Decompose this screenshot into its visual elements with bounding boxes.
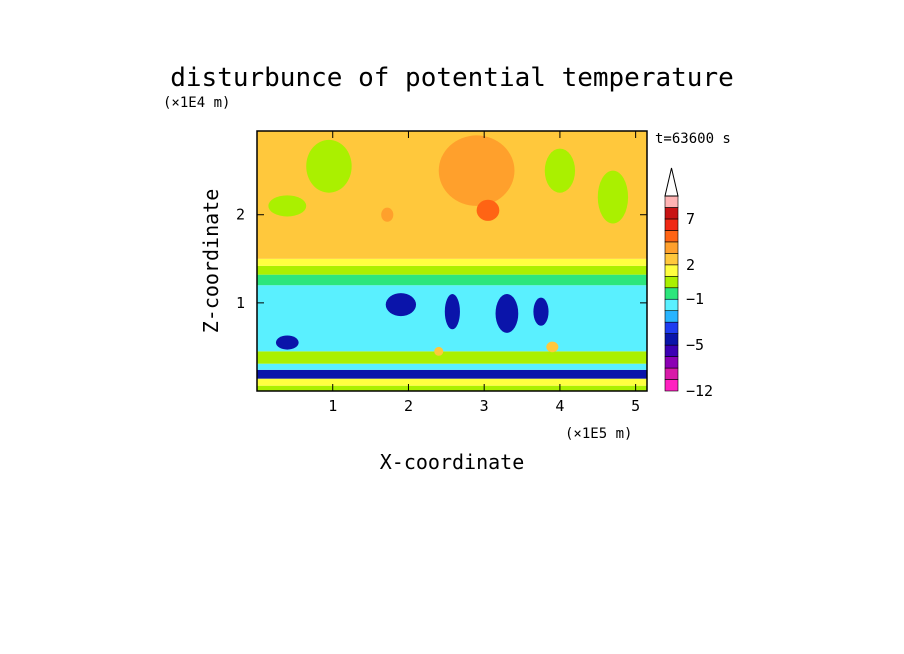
x-tick-label-3: 4 — [555, 397, 564, 415]
contour-cell-9 — [381, 207, 394, 222]
y-tick-label-1: 2 — [236, 206, 245, 224]
contour-cell-4 — [275, 335, 299, 350]
contour-band-8 — [257, 258, 647, 266]
contour-band-6 — [257, 274, 647, 286]
colorbar-label-1: −5 — [686, 336, 704, 354]
contour-cell-6 — [306, 139, 352, 193]
colorbar-swatch-2 — [664, 356, 679, 369]
colorbar-swatch-9 — [664, 275, 679, 289]
chart-title: disturbunce of potential temperature — [170, 63, 734, 93]
colorbar-swatch-4 — [664, 333, 679, 346]
colorbar-swatch-1 — [664, 367, 679, 380]
x-axis-label: X-coordinate — [380, 450, 525, 474]
x-tick-label-4: 5 — [631, 397, 640, 415]
x-scale-label: (×1E5 m) — [565, 426, 632, 442]
contour-cell-1 — [444, 294, 460, 330]
contour-band-0 — [257, 385, 647, 391]
colorbar-label-3: 2 — [686, 256, 695, 274]
y-scale-label: (×1E4 m) — [163, 95, 230, 111]
colorbar-swatch-5 — [664, 321, 679, 334]
colorbar: −12−5−127 — [664, 167, 713, 400]
contour-cell-8 — [476, 199, 500, 221]
contour-cell-13 — [434, 346, 444, 356]
plot-frame — [256, 130, 648, 392]
contour-cell-12 — [546, 341, 559, 353]
colorbar-swatch-13 — [664, 230, 679, 243]
x-tick-label-1: 2 — [404, 397, 413, 415]
contour-cell-7 — [438, 135, 515, 206]
contour-band-2 — [257, 369, 647, 379]
colorbar-swatch-8 — [664, 287, 679, 300]
contour-cell-0 — [385, 293, 417, 317]
contour-cell-2 — [495, 294, 519, 333]
colorbar-extend-arrow — [664, 167, 679, 197]
colorbar-swatch-11 — [664, 253, 679, 266]
colorbar-swatch-3 — [664, 344, 679, 357]
x-axis-ticks: 1 2 3 4 5 — [328, 131, 640, 415]
time-label: t=63600 s — [655, 131, 731, 147]
colorbar-swatch-16 — [664, 195, 679, 208]
contour-band-1 — [257, 378, 647, 386]
y-axis-ticks: 12 — [236, 206, 647, 312]
contour-cell-3 — [533, 297, 549, 326]
contour-band-7 — [257, 265, 647, 275]
colorbar-swatch-14 — [664, 218, 679, 231]
colorbar-swatch-6 — [664, 310, 679, 323]
contour-cell-11 — [597, 170, 629, 224]
colorbar-swatch-0 — [664, 379, 679, 392]
colorbar-swatch-15 — [664, 207, 679, 220]
y-axis-label: Z-coordinate — [199, 189, 223, 334]
colorbar-swatch-7 — [664, 298, 679, 312]
contour-field — [257, 131, 647, 391]
colorbar-label-4: 7 — [686, 210, 695, 228]
colorbar-label-0: −12 — [686, 382, 713, 400]
contour-band-3 — [257, 363, 647, 370]
colorbar-swatch-10 — [664, 264, 679, 277]
colorbar-swatch-12 — [664, 241, 679, 254]
x-tick-label-2: 3 — [480, 397, 489, 415]
y-tick-label-0: 1 — [236, 294, 245, 312]
contour-cell-5 — [268, 195, 307, 217]
contour-band-4 — [257, 351, 647, 364]
x-tick-label-0: 1 — [328, 397, 337, 415]
colorbar-label-2: −1 — [686, 290, 704, 308]
contour-cell-10 — [544, 148, 576, 193]
